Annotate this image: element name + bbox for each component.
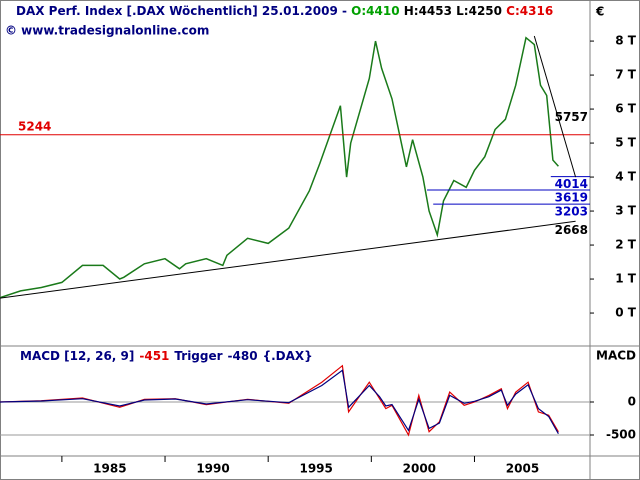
y-tick-label: 3 T — [615, 204, 637, 218]
level-label: 3203 — [555, 205, 588, 219]
x-tick-label: 1990 — [196, 462, 229, 476]
title-part: L:4250 — [452, 4, 502, 18]
y-tick-label: 8 T — [615, 34, 637, 48]
trendline — [0, 220, 576, 299]
title-part: C:4316 — [502, 4, 553, 18]
y-tick-label: 0 T — [615, 306, 637, 320]
y-tick-label: 7 T — [615, 68, 637, 82]
y-tick-label: 5 T — [615, 136, 637, 150]
y-tick-label: 1 T — [615, 272, 637, 286]
symbol: {.DAX} — [263, 349, 313, 363]
trigger-last: -480 — [228, 349, 258, 363]
x-tick-label: 2005 — [506, 462, 539, 476]
axis-label: € — [595, 5, 604, 19]
y-tick-label: 4 T — [615, 170, 637, 184]
trendline — [533, 35, 577, 178]
macd-line — [0, 369, 559, 434]
y-tick-label: 0 — [628, 394, 636, 408]
x-tick-label: 1995 — [299, 462, 332, 476]
trendline-label: 5757 — [555, 110, 588, 124]
title-part: O:4410 — [351, 4, 399, 18]
watermark: © www.tradesignalonline.com — [5, 24, 209, 38]
macd-title: MACD [12, 26, 9] -451 Trigger -480 {.DAX} — [20, 349, 313, 363]
trendline-label: 2668 — [555, 223, 588, 237]
y-tick-label: 6 T — [615, 102, 637, 116]
x-tick-label: 1985 — [93, 462, 126, 476]
axis-label: MACD — [596, 349, 636, 363]
level-label: 4014 — [555, 177, 588, 191]
level-label: 5244 — [18, 119, 51, 133]
trigger-name: Trigger — [174, 349, 222, 363]
price-line — [0, 36, 559, 299]
title-part: H:4453 — [400, 4, 452, 18]
macd-name: MACD [12, 26, 9] — [20, 349, 134, 363]
y-tick-label: 2 T — [615, 238, 637, 252]
macd-last: -451 — [139, 349, 169, 363]
chart-title: DAX Perf. Index [.DAX Wöchentlich] 25.01… — [16, 4, 553, 18]
x-tick-label: 2000 — [403, 462, 436, 476]
title-part: DAX Perf. Index [.DAX Wöchentlich] 25.01… — [16, 4, 351, 18]
level-label: 3619 — [555, 191, 588, 205]
y-tick-label: -500 — [606, 427, 636, 441]
